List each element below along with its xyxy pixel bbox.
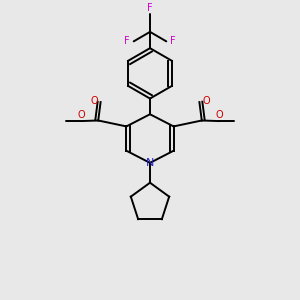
Text: F: F bbox=[147, 3, 153, 13]
Text: O: O bbox=[90, 96, 98, 106]
Text: F: F bbox=[170, 36, 176, 46]
Text: O: O bbox=[202, 96, 210, 106]
Text: F: F bbox=[124, 36, 130, 46]
Text: O: O bbox=[77, 110, 85, 120]
Text: O: O bbox=[215, 110, 223, 120]
Text: N: N bbox=[146, 158, 154, 168]
